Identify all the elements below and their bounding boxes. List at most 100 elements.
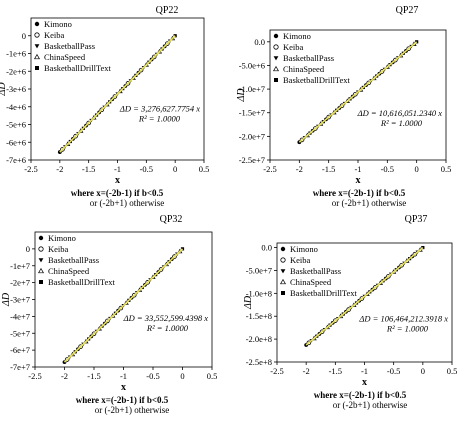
caption-line-2: or (-2b+1) otherwise: [95, 405, 170, 415]
y-tick-label: -5.0e+6: [239, 60, 265, 70]
x-tick-label: -1: [120, 371, 127, 381]
legend-label: BasketballPass: [48, 255, 99, 265]
legend-marker: [273, 56, 279, 61]
y-tick-label: -7e+6: [6, 155, 26, 165]
chart-title: QP22: [156, 5, 179, 16]
caption-line-1: where x=(-2b-1) if b<0.5: [76, 395, 169, 405]
x-tick-label: 0: [415, 164, 419, 174]
y-tick-label: 0: [26, 244, 30, 254]
x-axis-label: x: [121, 382, 126, 393]
x-tick-label: 0: [173, 164, 177, 174]
y-axis-label: ΔD: [0, 82, 8, 97]
y-tick-label: -2e+7: [10, 278, 30, 288]
fit-equation: ΔD = 106,464,212.3918 x: [358, 314, 448, 324]
legend-label: ChinaSpeed: [48, 266, 90, 276]
x-tick-label: -1.5: [329, 366, 342, 376]
y-tick-label: -3e+6: [6, 84, 26, 94]
legend-marker: [34, 21, 40, 27]
y-tick-label: -1.5e+8: [246, 311, 272, 321]
y-tick-label: -4e+7: [10, 311, 30, 321]
legend: KimonoKeibaBasketballPassChinaSpeedBaske…: [272, 31, 351, 85]
y-tick-label: -3e+7: [10, 295, 30, 305]
legend-label: Kimono: [283, 31, 311, 41]
x-axis-label: x: [356, 175, 361, 186]
caption-line-1: where x=(-2b-1) if b<0.5: [314, 390, 407, 400]
y-tick-label: -1.5e+7: [239, 108, 265, 118]
r-squared: R² = 1.0000: [380, 118, 423, 128]
legend-marker: [38, 258, 44, 263]
x-tick-label: -1: [354, 164, 361, 174]
x-tick-label: -0.5: [146, 371, 159, 381]
x-tick-label: -2: [56, 164, 63, 174]
caption-line-1: where x=(-2b-1) if b<0.5: [71, 188, 164, 198]
legend-marker: [33, 53, 41, 60]
legend-label: Kimono: [44, 19, 72, 29]
legend-marker: [280, 246, 286, 252]
y-tick-label: -6e+6: [6, 137, 26, 147]
y-axis-label: ΔD: [1, 292, 12, 307]
fit-equation: ΔD = 3,276,627.7754 x: [119, 104, 200, 114]
legend: KimonoKeibaBasketballPassChinaSpeedBaske…: [33, 19, 112, 73]
y-tick-label: -2.0e+7: [239, 131, 265, 141]
x-tick-label: -2.5: [263, 164, 276, 174]
legend-label: Keiba: [283, 42, 304, 52]
fit-line: [298, 41, 418, 143]
x-tick-label: -2: [296, 164, 303, 174]
x-tick-label: -1: [361, 366, 368, 376]
y-tick-label: 0: [22, 31, 26, 41]
y-tick-label: -4e+6: [6, 102, 26, 112]
y-tick-label: -5e+6: [6, 120, 26, 130]
legend-marker: [281, 291, 285, 295]
y-tick-label: 0.0: [261, 243, 272, 253]
chart-title: QP37: [405, 214, 428, 225]
legend-label: Keiba: [290, 255, 311, 265]
x-tick-label: 0.5: [199, 164, 210, 174]
y-axis-label: ΔD: [243, 295, 254, 310]
legend-marker: [34, 44, 40, 49]
legend-marker: [280, 269, 286, 274]
y-tick-label: -1.0e+7: [239, 84, 265, 94]
legend-label: Keiba: [44, 30, 65, 40]
x-tick-label: 0: [421, 366, 425, 376]
y-tick-label: -2e+6: [6, 66, 26, 76]
x-tick-label: -1.5: [82, 164, 95, 174]
legend-marker: [35, 66, 39, 70]
legend-marker: [38, 235, 44, 241]
y-tick-label: -1e+7: [10, 261, 30, 271]
legend-marker: [280, 257, 286, 263]
legend-label: Kimono: [290, 244, 318, 254]
caption-line-1: where x=(-2b-1) if b<0.5: [313, 188, 406, 198]
r-squared: R² = 1.0000: [146, 323, 189, 333]
x-tick-label: -2.5: [28, 371, 41, 381]
chart-panel-qp22: QP22 -2.5 -2 -1.5 -1 -0.5 0 0.5 0 -1e+6 -2e+6 -3e+6…: [0, 5, 209, 208]
y-tick-label: -6e+7: [10, 345, 30, 355]
legend-marker: [273, 44, 279, 50]
x-axis-label: x: [362, 377, 367, 388]
chart-title: QP32: [160, 214, 183, 225]
chart-title: QP27: [396, 5, 419, 16]
x-tick-label: -2.5: [24, 164, 37, 174]
fit-equation: ΔD = 10,616,051.2340 x: [357, 108, 443, 118]
x-tick-label: -0.5: [381, 164, 394, 174]
y-tick-label: -5.0e+7: [246, 265, 272, 275]
x-tick-label: -0.5: [140, 164, 153, 174]
fit-equation: ΔD = 33,552,599.4398 x: [123, 313, 209, 323]
x-tick-label: 0.5: [441, 164, 452, 174]
legend-label: BasketballPass: [290, 266, 341, 276]
caption-line-2: or (-2b+1) otherwise: [333, 400, 408, 410]
legend: KimonoKeibaBasketballPassChinaSpeedBaske…: [37, 233, 116, 287]
legend-marker: [34, 32, 40, 38]
legend-marker: [272, 65, 280, 72]
fit-line: [59, 35, 176, 153]
x-tick-label: -2: [61, 371, 68, 381]
legend-marker: [37, 267, 45, 274]
legend: KimonoKeibaBasketballPassChinaSpeedBaske…: [279, 244, 358, 298]
legend-marker: [38, 246, 44, 252]
chart-panel-qp37: QP37 -2.5 -2 -1.5 -1 -0.5 0 0.5 0.0 -5.0e+7 -1.0e+…: [243, 214, 457, 410]
legend-label: ChinaSpeed: [283, 64, 325, 74]
y-tick-label: -5e+7: [10, 328, 30, 338]
y-axis-label: ΔD: [236, 88, 247, 103]
legend-label: ChinaSpeed: [290, 277, 332, 287]
x-tick-label: -0.5: [387, 366, 400, 376]
x-tick-label: 0: [180, 371, 184, 381]
